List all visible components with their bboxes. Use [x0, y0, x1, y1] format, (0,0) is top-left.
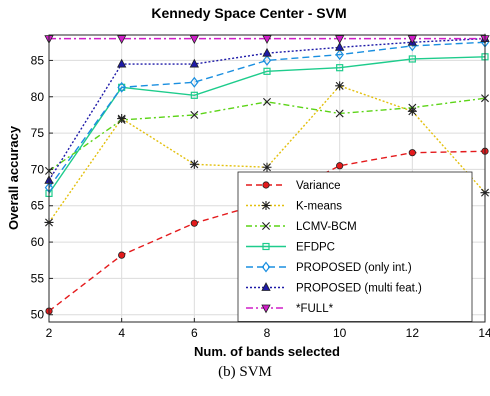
data-point: [407, 106, 417, 116]
legend-label: PROPOSED (multi feat.): [296, 283, 422, 295]
legend-entry: K-means: [246, 201, 342, 213]
legend-label: EFDPC: [296, 242, 335, 254]
legend-label: K-means: [296, 201, 342, 213]
series-7: [44, 35, 490, 44]
legend-label: *FULL*: [296, 303, 334, 315]
legend-swatch-marker: [261, 201, 271, 210]
data-point: [336, 162, 344, 170]
data-point: [262, 54, 272, 66]
data-point: [334, 42, 345, 51]
y-tick-label: 50: [31, 308, 45, 322]
legend-label: PROPOSED (only int.): [296, 262, 412, 274]
legend-swatch-marker: [262, 242, 270, 251]
data-point: [263, 97, 271, 106]
data-point: [189, 35, 199, 44]
x-tick-label: 2: [46, 326, 53, 340]
data-point: [117, 114, 127, 124]
data-point: [335, 49, 344, 61]
y-tick-label: 75: [31, 126, 45, 140]
data-point: [190, 91, 198, 99]
x-tick-label: 12: [406, 326, 420, 340]
data-point: [262, 35, 272, 44]
data-point: [118, 251, 126, 259]
data-point: [334, 35, 345, 44]
x-tick-label: 10: [333, 326, 347, 340]
plot-series: [44, 33, 490, 315]
legend-swatch-marker: [262, 222, 270, 230]
legend-swatch-marker: [261, 261, 271, 273]
data-point: [336, 64, 344, 72]
legend-swatch-marker: [261, 304, 271, 314]
x-axis-label: Num. of bands selected: [194, 344, 340, 359]
data-point: [190, 219, 198, 227]
data-point: [408, 103, 417, 112]
y-tick-label: 60: [31, 235, 45, 249]
legend-label: Variance: [296, 180, 341, 192]
data-point: [262, 162, 272, 172]
x-tick-label: 6: [191, 326, 198, 340]
y-axis-label: Overall accuracy: [6, 125, 21, 230]
y-tick-label: 70: [31, 162, 45, 176]
data-point: [190, 110, 199, 119]
data-point: [335, 81, 345, 91]
data-point: [116, 35, 127, 44]
data-point: [407, 35, 418, 44]
data-point: [408, 149, 416, 157]
legend-entry: PROPOSED (only int.): [246, 261, 412, 274]
legend-entry: EFDPC: [246, 242, 335, 254]
y-tick-label: 85: [31, 53, 45, 67]
series-line: [48, 41, 486, 188]
legend: Variance K-means LCMV-BCM EFDPC PROPOSED (on…: [237, 171, 473, 322]
legend-label: LCMV-BCM: [296, 221, 357, 233]
legend-swatch-marker: [261, 282, 271, 291]
y-tick-label: 65: [31, 199, 45, 213]
data-point: [408, 55, 416, 63]
y-tick-label: 55: [31, 271, 45, 285]
legend-entry: LCMV-BCM: [246, 221, 357, 233]
data-point: [117, 116, 126, 124]
x-tick-label: 8: [264, 326, 271, 340]
legend-entry: *FULL*: [246, 303, 334, 315]
data-point: [335, 109, 344, 118]
figure-caption: (b) SVM: [218, 364, 272, 380]
chart: Kennedy Space Center - SVM 2 4 6 8 10 12 14 50 5…: [6, 5, 490, 359]
data-point: [116, 58, 127, 68]
axis-ticks: 2 4 6 8 10 12 14 50 55 60 65 70 75 80 85: [31, 53, 490, 340]
data-point: [189, 159, 199, 169]
legend-entry: Variance: [246, 180, 341, 192]
legend-swatch-marker: [262, 181, 270, 189]
x-tick-label: 4: [118, 326, 125, 340]
x-tick-label: 14: [478, 326, 490, 340]
data-point: [189, 58, 199, 68]
data-point: [190, 76, 199, 88]
chart-title: Kennedy Space Center - SVM: [151, 5, 346, 21]
data-point: [263, 67, 271, 75]
legend-entry: PROPOSED (multi feat.): [246, 282, 422, 295]
data-point: [262, 47, 272, 57]
data-point: [117, 81, 126, 93]
y-tick-label: 80: [31, 90, 45, 104]
